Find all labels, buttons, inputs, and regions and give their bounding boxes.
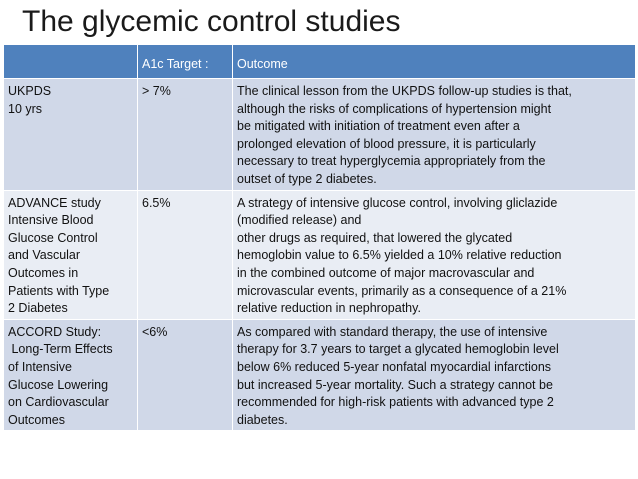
header-outcome: Outcome [232,44,636,79]
target-cell: 6.5% [137,189,233,320]
table-row-ukpds: UKPDS 10 yrs > 7% The clinical lesson fr… [3,78,636,191]
outcome-cell: A strategy of intensive glucose control,… [232,189,636,320]
header-study [3,44,138,79]
table-row-advance: ADVANCE study Intensive Blood Glucose Co… [3,189,636,320]
studies-table: A1c Target : Outcome UKPDS 10 yrs > 7% T… [3,44,636,432]
outcome-cell: The clinical lesson from the UKPDS follo… [232,78,636,191]
header-a1c-target: A1c Target : [137,44,233,79]
target-cell: > 7% [137,78,233,191]
table-row-accord: ACCORD Study: Long-Term Effects of Inten… [3,318,636,432]
study-cell: ADVANCE study Intensive Blood Glucose Co… [3,189,138,320]
target-cell: <6% [137,318,233,432]
slide-title: The glycemic control studies [22,5,401,38]
table-header-row: A1c Target : Outcome [3,44,636,79]
outcome-cell: As compared with standard therapy, the u… [232,318,636,432]
study-cell: ACCORD Study: Long-Term Effects of Inten… [3,318,138,432]
study-cell: UKPDS 10 yrs [3,78,138,191]
